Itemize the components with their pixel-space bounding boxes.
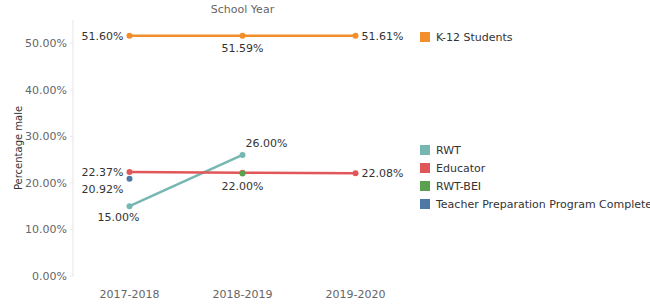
plot-area xyxy=(127,33,359,209)
x-tick-label: 2019-2020 xyxy=(326,288,386,301)
y-tick xyxy=(70,136,73,137)
y-axis-line xyxy=(73,20,74,276)
legend-label: K-12 Students xyxy=(436,31,513,44)
y-tick xyxy=(70,229,73,230)
data-point xyxy=(353,33,359,39)
legend-label: RWT xyxy=(436,144,461,157)
y-tick-label: 50.00% xyxy=(25,37,67,50)
data-point xyxy=(127,169,133,175)
y-tick-label: 30.00% xyxy=(25,130,67,143)
chart-title: School Year xyxy=(211,3,275,16)
y-axis-label: Percentage male xyxy=(13,106,24,190)
data-label: 51.61% xyxy=(362,30,404,43)
data-label: 20.92% xyxy=(82,183,124,196)
data-point xyxy=(127,176,133,182)
legend: K-12 Students RWT Educator RWT-BEI Teacher P… xyxy=(420,31,650,211)
data-point xyxy=(240,171,246,177)
legend-swatch xyxy=(420,199,430,209)
data-label: 51.59% xyxy=(222,42,264,55)
data-label: 51.60% xyxy=(82,30,124,43)
data-label: 22.08% xyxy=(362,167,404,180)
data-point xyxy=(240,170,246,176)
data-label: 22.37% xyxy=(82,166,124,179)
legend-label: RWT-BEI xyxy=(436,180,481,193)
x-tick-label: 2018-2019 xyxy=(213,288,273,301)
data-point xyxy=(127,33,133,39)
data-point xyxy=(240,152,246,158)
y-tick-label: 0.00% xyxy=(32,270,67,283)
legend-label: Teacher Preparation Program Completer xyxy=(435,198,650,211)
y-tick-label: 40.00% xyxy=(25,84,67,97)
chart-svg: School Year Percentage male 0.00% 10.00% 20.… xyxy=(0,0,650,305)
data-label: 15.00% xyxy=(98,211,140,224)
y-tick xyxy=(70,43,73,44)
data-point xyxy=(240,33,246,39)
y-tick xyxy=(70,276,73,277)
data-point xyxy=(127,203,133,209)
legend-swatch xyxy=(420,145,430,155)
data-label: 26.00% xyxy=(246,137,288,150)
legend-swatch xyxy=(420,181,430,191)
chart-container: School Year Percentage male 0.00% 10.00% 20.… xyxy=(0,0,650,305)
y-tick-label: 20.00% xyxy=(25,177,67,190)
data-label: 22.00% xyxy=(222,180,264,193)
legend-swatch xyxy=(420,163,430,173)
data-labels: 51.60% 51.59% 51.61% 15.00% 26.00% 22.37% 22.0… xyxy=(82,30,404,224)
y-tick-label: 10.00% xyxy=(25,223,67,236)
legend-swatch xyxy=(420,32,430,42)
y-tick xyxy=(70,89,73,90)
x-tick-label: 2017-2018 xyxy=(100,288,160,301)
legend-label: Educator xyxy=(436,162,486,175)
y-tick xyxy=(70,182,73,183)
data-point xyxy=(353,170,359,176)
